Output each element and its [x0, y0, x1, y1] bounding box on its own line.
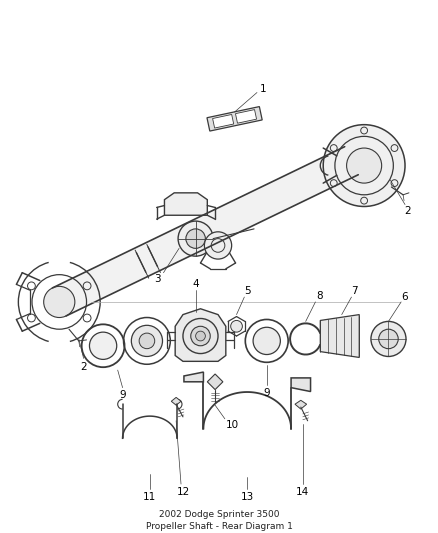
Text: 9: 9 — [119, 391, 126, 400]
Circle shape — [183, 319, 218, 353]
Polygon shape — [236, 110, 257, 123]
Text: 7: 7 — [351, 286, 358, 296]
Circle shape — [44, 286, 75, 318]
Circle shape — [253, 327, 280, 354]
Text: 3: 3 — [154, 273, 161, 284]
Circle shape — [139, 333, 155, 349]
Circle shape — [178, 221, 213, 256]
Text: 8: 8 — [316, 291, 323, 301]
Circle shape — [371, 321, 406, 357]
Text: 13: 13 — [240, 492, 254, 502]
Text: 2: 2 — [80, 362, 87, 372]
Circle shape — [191, 326, 210, 346]
Text: 10: 10 — [226, 419, 239, 430]
Text: 4: 4 — [192, 279, 199, 289]
Polygon shape — [164, 193, 207, 215]
Circle shape — [186, 229, 205, 248]
Polygon shape — [175, 309, 226, 361]
Polygon shape — [320, 314, 359, 358]
Polygon shape — [207, 107, 262, 131]
Polygon shape — [53, 147, 358, 316]
Text: 2: 2 — [405, 206, 411, 216]
Polygon shape — [295, 400, 307, 409]
Circle shape — [205, 232, 232, 259]
Text: 5: 5 — [244, 286, 251, 296]
Polygon shape — [184, 372, 203, 382]
Text: 14: 14 — [296, 487, 309, 497]
Text: 2002 Dodge Sprinter 3500
Propeller Shaft - Rear Diagram 1: 2002 Dodge Sprinter 3500 Propeller Shaft… — [145, 511, 293, 531]
Polygon shape — [291, 378, 311, 392]
Circle shape — [379, 329, 398, 349]
Circle shape — [231, 320, 242, 332]
Text: 6: 6 — [402, 292, 408, 302]
Text: 1: 1 — [260, 84, 266, 94]
Polygon shape — [171, 398, 181, 405]
Text: 9: 9 — [263, 387, 270, 398]
Circle shape — [89, 332, 117, 359]
Circle shape — [131, 325, 162, 357]
Polygon shape — [212, 115, 234, 128]
Circle shape — [346, 148, 381, 183]
Text: 11: 11 — [143, 492, 156, 502]
Circle shape — [196, 331, 205, 341]
Circle shape — [323, 125, 405, 206]
Text: 12: 12 — [177, 487, 190, 497]
Polygon shape — [207, 374, 223, 390]
